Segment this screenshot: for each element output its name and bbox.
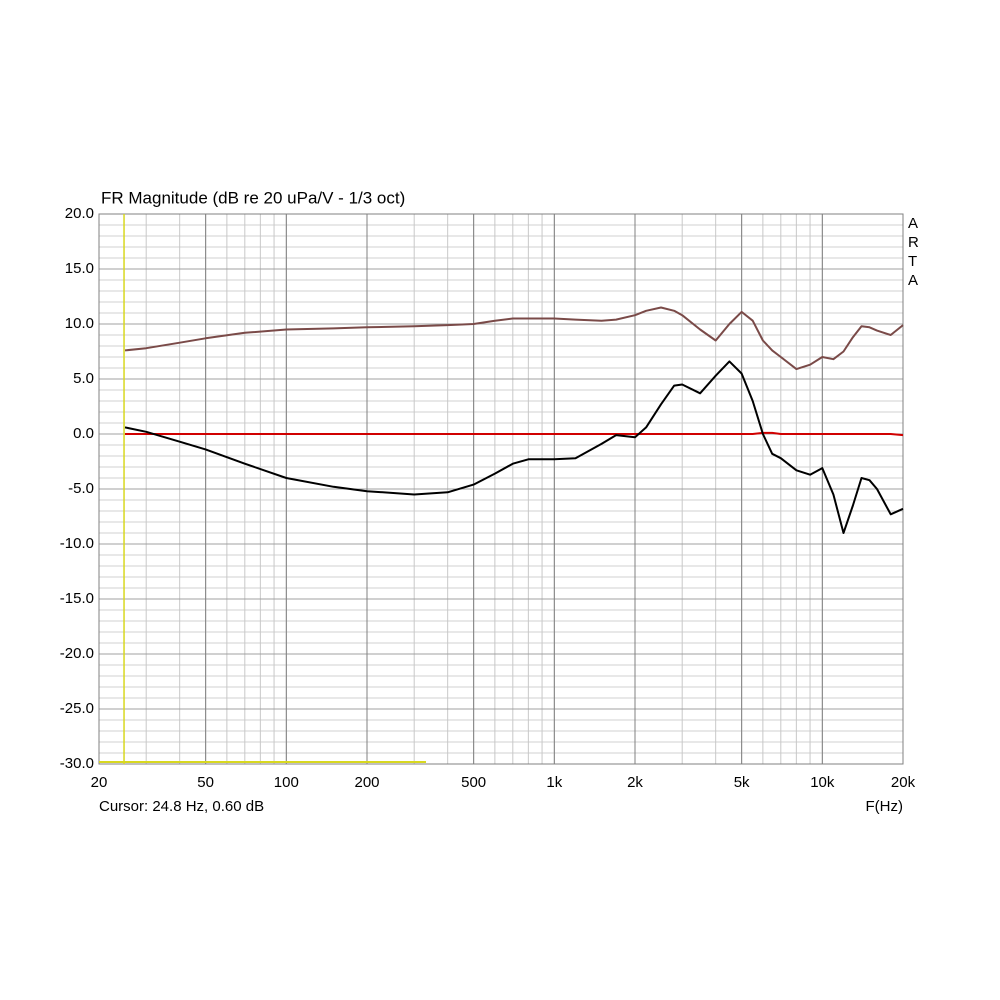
y-tick-label: 20.0 — [65, 205, 94, 222]
y-tick-label: -15.0 — [60, 590, 94, 607]
x-tick-label: 200 — [354, 774, 379, 791]
y-tick-label: 5.0 — [73, 370, 94, 387]
x-tick-label: 5k — [734, 774, 750, 791]
y-tick-label: -10.0 — [60, 535, 94, 552]
plot-border — [98, 213, 904, 765]
y-tick-label: -20.0 — [60, 645, 94, 662]
y-tick-label: 0.0 — [73, 425, 94, 442]
watermark: ARTA — [908, 215, 919, 289]
x-tick-label: 10k — [810, 774, 835, 791]
y-tick-label: -25.0 — [60, 700, 94, 717]
line-series — [124, 306, 904, 371]
y-tick-label: -5.0 — [68, 480, 94, 497]
x-tick-label: 500 — [461, 774, 486, 791]
x-tick-label: 100 — [274, 774, 299, 791]
x-tick-label: 20k — [891, 774, 916, 791]
cursor-readout: Cursor: 24.8 Hz, 0.60 dB — [99, 798, 264, 815]
x-tick-label: 2k — [627, 774, 643, 791]
line-series — [124, 360, 904, 534]
chart-title: FR Magnitude (dB re 20 uPa/V - 1/3 oct) — [101, 188, 405, 207]
y-tick-label: -30.0 — [60, 755, 94, 772]
x-tick-label: 20 — [91, 774, 108, 791]
x-axis-label: F(Hz) — [866, 798, 904, 815]
y-tick-label: 10.0 — [65, 315, 94, 332]
line-series — [125, 431, 904, 437]
y-tick-label: 15.0 — [65, 260, 94, 277]
x-tick-label: 1k — [546, 774, 562, 791]
x-tick-label: 50 — [197, 774, 214, 791]
